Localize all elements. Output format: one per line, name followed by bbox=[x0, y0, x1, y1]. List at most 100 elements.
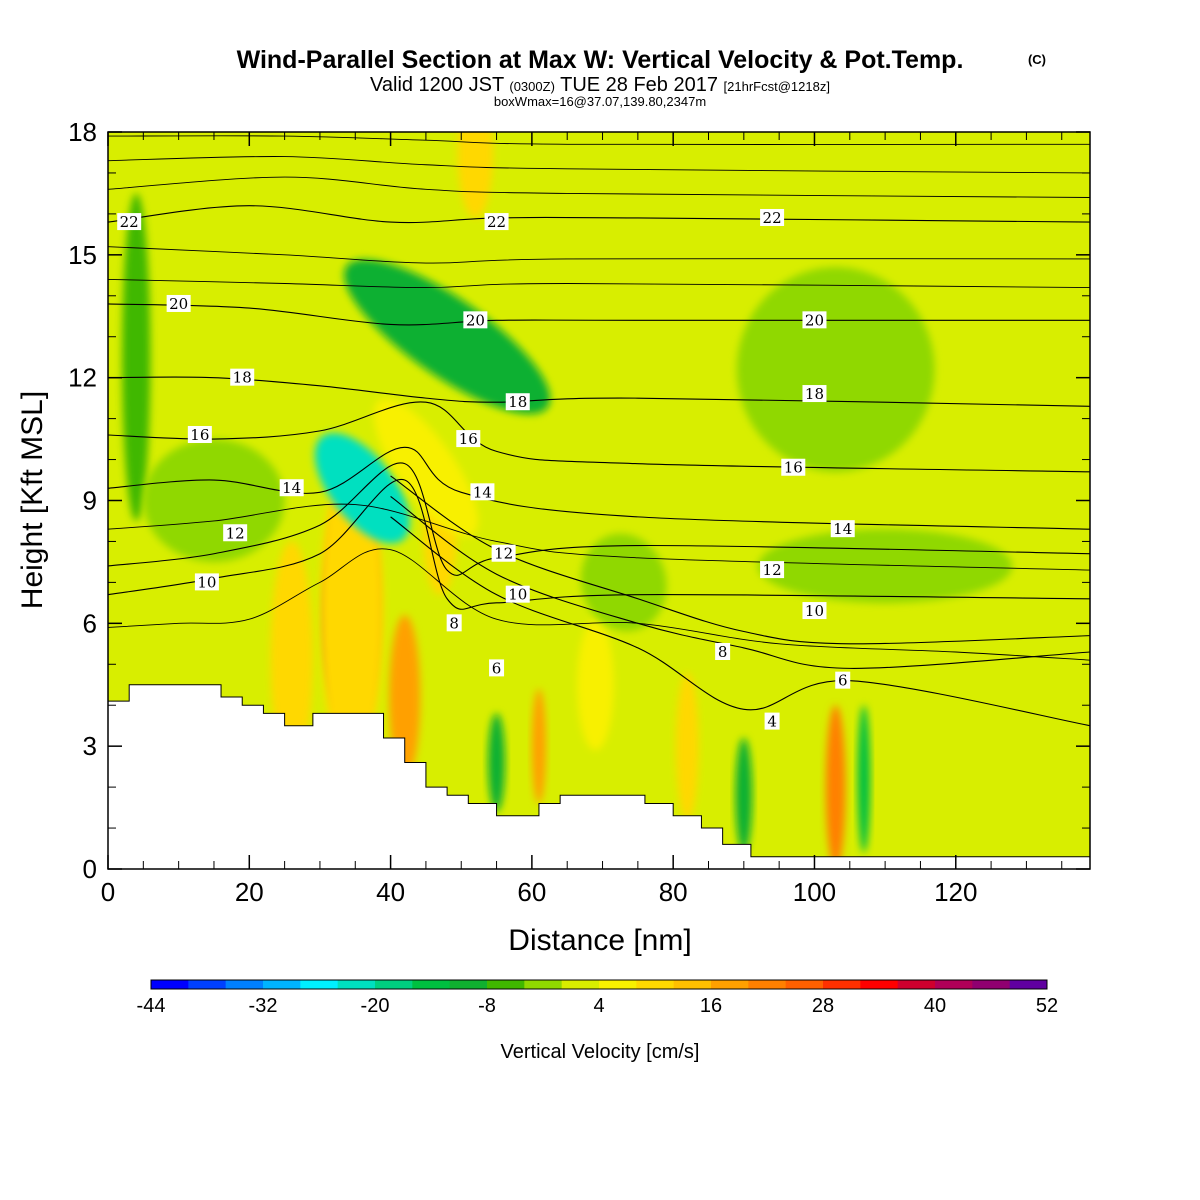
contour-label-bg bbox=[505, 393, 530, 411]
colorbar-tick-label: -44 bbox=[137, 995, 166, 1017]
velocity-cell bbox=[757, 529, 1013, 603]
contour-label-bg bbox=[187, 425, 212, 443]
contour-label-bg bbox=[802, 385, 827, 403]
contour-label-bg bbox=[835, 671, 851, 689]
contour-label: 6 bbox=[492, 659, 502, 677]
plot-area: 22 22 22 20 20 20 18 18 18 16 16 16 14 14 14 12 12 12 10 10… bbox=[108, 132, 1090, 869]
colorbar-swatch bbox=[337, 980, 376, 989]
colorbar-swatch bbox=[561, 980, 600, 989]
velocity-cell bbox=[676, 672, 699, 820]
x-tick-label: 20 bbox=[235, 877, 264, 907]
velocity-cell bbox=[488, 713, 506, 812]
colorbar-swatch bbox=[449, 980, 488, 989]
contour-label-bg bbox=[463, 311, 488, 329]
velocity-cell bbox=[122, 193, 151, 521]
colorbar-swatch bbox=[300, 980, 339, 989]
colorbar-tick-label: 4 bbox=[593, 995, 604, 1017]
theta-contour-4 bbox=[390, 516, 1090, 727]
contour-label-bg bbox=[760, 208, 785, 226]
contour-label: 10 bbox=[805, 602, 824, 620]
valid-utc: (0300Z) bbox=[509, 79, 555, 94]
contour-label-bg bbox=[117, 213, 142, 231]
colorbar-swatch bbox=[823, 980, 861, 989]
contour-label-bg bbox=[223, 524, 248, 542]
contour-label-bg bbox=[456, 430, 481, 448]
forecast-tag: [21hrFcst@1218z] bbox=[724, 79, 830, 94]
colorbar-tick-label: -8 bbox=[478, 995, 496, 1017]
colorbar-swatch bbox=[599, 980, 637, 989]
theta-contour-8 bbox=[390, 475, 1090, 645]
colorbar-swatch bbox=[412, 980, 451, 989]
colorbar-swatch bbox=[151, 980, 189, 989]
valid-date: TUE 28 Feb 2017 bbox=[560, 74, 718, 96]
theta-contour bbox=[108, 278, 1090, 289]
contour-label-bg bbox=[802, 311, 827, 329]
y-axis: 0 3 6 9 12 15 18 bbox=[68, 117, 1090, 884]
y-tick-label: 6 bbox=[83, 608, 97, 638]
x-axis: 0 20 40 60 80 100 120 bbox=[101, 132, 1063, 907]
theta-contour bbox=[108, 503, 1090, 571]
velocity-cell bbox=[577, 619, 614, 751]
colorbar-swatch bbox=[935, 980, 973, 989]
velocity-cell bbox=[531, 688, 547, 804]
contour-label-bg bbox=[764, 712, 780, 730]
velocity-cell bbox=[857, 705, 871, 853]
terrain bbox=[108, 684, 1090, 869]
colorbar-swatch bbox=[1009, 980, 1048, 989]
x-tick-label: 120 bbox=[934, 877, 977, 907]
contour-label-bg bbox=[279, 479, 304, 497]
velocity-cell bbox=[143, 439, 285, 562]
theta-contour-10 bbox=[108, 479, 1090, 610]
theta-contour bbox=[108, 156, 1090, 174]
y-tick-label: 15 bbox=[68, 240, 97, 270]
colorbar-tick-label: 16 bbox=[700, 995, 722, 1017]
contour-label: 12 bbox=[226, 524, 245, 542]
colorbar-swatch bbox=[375, 980, 413, 989]
contour-label-bg bbox=[715, 642, 731, 660]
y-tick-label: 3 bbox=[83, 731, 97, 761]
contour-label: 16 bbox=[190, 426, 209, 444]
contour-label-bg bbox=[489, 659, 505, 677]
contour-label: 8 bbox=[718, 643, 728, 661]
contour-label-bg bbox=[760, 561, 785, 579]
contour-label-bg bbox=[470, 483, 495, 501]
theta-contour bbox=[108, 548, 1090, 661]
theta-contour bbox=[108, 246, 1090, 264]
colorbar-swatch bbox=[748, 980, 787, 989]
colorbar-swatch bbox=[972, 980, 1011, 989]
contour-label-bg bbox=[830, 520, 855, 538]
velocity-cell bbox=[373, 398, 479, 537]
x-tick-label: 40 bbox=[376, 877, 405, 907]
contour-label-bg bbox=[166, 294, 191, 312]
contour-label: 14 bbox=[282, 479, 301, 497]
colorbar-frame bbox=[150, 979, 1048, 990]
contour-label: 18 bbox=[508, 393, 527, 411]
contour-label: 4 bbox=[767, 713, 777, 731]
x-tick-label: 0 bbox=[101, 877, 115, 907]
theta-contour-12 bbox=[108, 462, 1090, 576]
contour-label: 12 bbox=[494, 545, 513, 563]
contour-label-bg bbox=[505, 585, 530, 603]
contour-label-bg bbox=[194, 573, 219, 591]
contour-label-bg bbox=[491, 544, 516, 562]
colorbar: -44 -32 -20 -8 4 16 28 40 52 bbox=[137, 979, 1058, 1017]
colorbar-swatch bbox=[188, 980, 227, 989]
velocity-cell bbox=[344, 259, 551, 415]
contour-label: 8 bbox=[449, 614, 459, 632]
velocity-cell bbox=[314, 433, 410, 544]
contour-label-bg bbox=[230, 368, 255, 386]
velocity-cell bbox=[825, 705, 846, 869]
colorbar-swatch bbox=[225, 980, 264, 989]
contour-label: 10 bbox=[508, 586, 527, 604]
velocity-cell bbox=[735, 737, 753, 853]
contour-label: 16 bbox=[459, 430, 478, 448]
contour-label: 6 bbox=[838, 672, 848, 690]
theta-contours bbox=[108, 135, 1090, 727]
colorbar-swatch bbox=[524, 980, 563, 989]
velocity-field bbox=[122, 132, 1013, 869]
contour-labels: 22 22 22 20 20 20 18 18 18 16 16 16 14 14 14 12 12 12 10 10… bbox=[117, 208, 855, 731]
contour-label: 14 bbox=[833, 520, 852, 538]
contour-label: 20 bbox=[805, 311, 824, 329]
colorbar-tick-label: 40 bbox=[924, 995, 946, 1017]
colorbar-tick-label: 52 bbox=[1036, 995, 1058, 1017]
